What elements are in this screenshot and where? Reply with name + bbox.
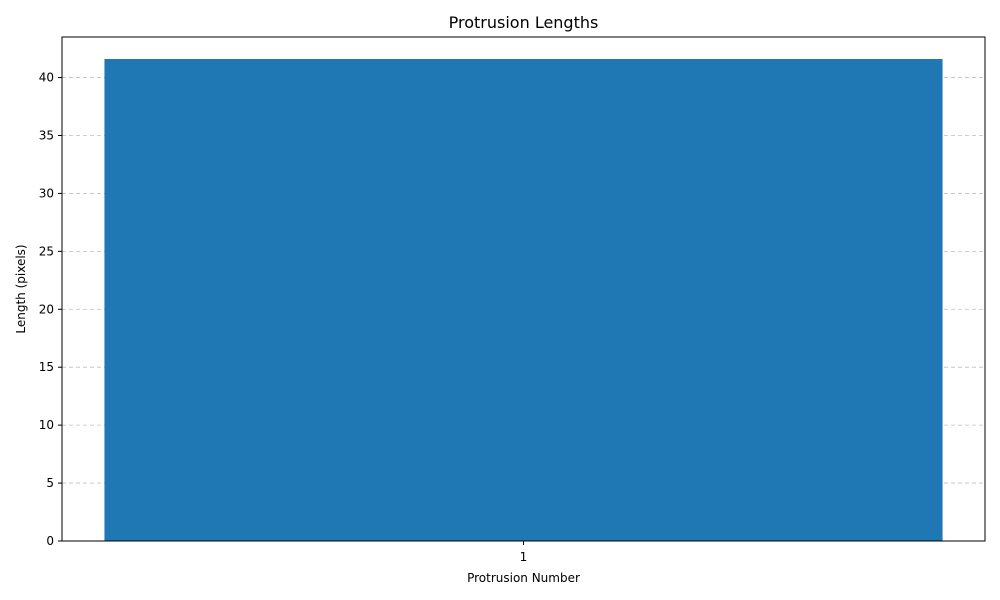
y-tick-label: 30 xyxy=(39,186,54,200)
y-tick-label: 35 xyxy=(39,128,54,142)
y-tick-label: 25 xyxy=(39,244,54,258)
y-tick-label: 0 xyxy=(46,534,54,548)
x-tick-label: 1 xyxy=(520,550,528,564)
x-axis-ticks: 1 xyxy=(520,541,528,564)
y-axis-label: Length (pixels) xyxy=(14,244,28,333)
chart-title: Protrusion Lengths xyxy=(449,13,599,32)
bar-layer xyxy=(104,59,943,541)
y-tick-label: 15 xyxy=(39,360,54,374)
x-axis-label: Protrusion Number xyxy=(467,571,580,585)
bar xyxy=(104,59,943,541)
y-tick-label: 10 xyxy=(39,418,54,432)
y-tick-label: 20 xyxy=(39,302,54,316)
y-tick-label: 5 xyxy=(46,476,54,490)
y-axis-ticks: 0 5 10 15 20 25 30 35 40 xyxy=(39,71,62,548)
y-tick-label: 40 xyxy=(39,71,54,85)
